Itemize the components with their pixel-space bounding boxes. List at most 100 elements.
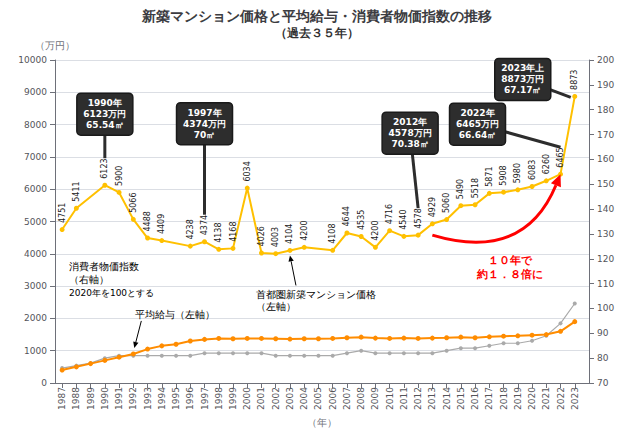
- svg-text:70: 70: [597, 378, 609, 388]
- svg-text:67.17㎡: 67.17㎡: [504, 85, 541, 95]
- svg-text:2019: 2019: [513, 387, 523, 410]
- svg-text:6000: 6000: [24, 184, 47, 194]
- svg-text:5908: 5908: [499, 165, 508, 185]
- svg-text:2021: 2021: [541, 387, 551, 410]
- svg-text:1990: 1990: [100, 387, 110, 410]
- svg-text:120: 120: [597, 254, 614, 264]
- svg-text:10000: 10000: [18, 55, 47, 65]
- svg-text:1997年: 1997年: [187, 108, 221, 118]
- svg-text:8873万円: 8873万円: [501, 74, 544, 84]
- svg-text:1990年: 1990年: [88, 98, 122, 108]
- svg-text:4200: 4200: [300, 220, 309, 240]
- svg-text:2006: 2006: [328, 387, 338, 410]
- svg-text:2007: 2007: [342, 387, 352, 410]
- svg-text:（過去３５年）: （過去３５年）: [275, 26, 359, 40]
- svg-text:5411: 5411: [72, 181, 81, 201]
- svg-text:9000: 9000: [24, 87, 47, 97]
- svg-text:8873: 8873: [570, 70, 579, 90]
- svg-text:2020年を100とする: 2020年を100とする: [69, 288, 154, 298]
- svg-text:1000: 1000: [24, 346, 47, 356]
- svg-text:4000: 4000: [24, 249, 47, 259]
- svg-text:3000: 3000: [24, 281, 47, 291]
- svg-text:66.64㎡: 66.64㎡: [459, 130, 496, 140]
- svg-text:新築マンション価格と平均給与・消費者物価指数の推移: 新築マンション価格と平均給与・消費者物価指数の推移: [141, 8, 492, 24]
- svg-text:1994: 1994: [157, 387, 167, 410]
- svg-text:2016: 2016: [470, 387, 480, 410]
- svg-text:70㎡: 70㎡: [194, 130, 216, 140]
- svg-text:1998: 1998: [214, 387, 224, 410]
- svg-text:2003: 2003: [285, 387, 295, 410]
- svg-text:2014: 2014: [442, 387, 452, 410]
- svg-text:2010: 2010: [385, 387, 395, 410]
- svg-text:2000: 2000: [242, 387, 252, 410]
- svg-text:4374: 4374: [200, 215, 209, 235]
- svg-text:4104: 4104: [285, 224, 294, 244]
- svg-text:5000: 5000: [24, 217, 47, 227]
- svg-text:2008: 2008: [356, 387, 366, 410]
- svg-text:5066: 5066: [129, 193, 138, 213]
- svg-text:80: 80: [597, 353, 609, 363]
- svg-text:2012年: 2012年: [393, 117, 427, 127]
- svg-text:180: 180: [597, 105, 614, 115]
- svg-text:7000: 7000: [24, 152, 47, 162]
- svg-text:2011: 2011: [399, 387, 409, 410]
- svg-text:4200: 4200: [371, 220, 380, 240]
- svg-text:2002: 2002: [271, 387, 281, 410]
- svg-text:2023年上: 2023年上: [501, 63, 544, 73]
- svg-text:2020: 2020: [527, 387, 537, 410]
- svg-text:2001: 2001: [256, 387, 266, 410]
- svg-text:1992: 1992: [128, 387, 138, 410]
- svg-text:4751: 4751: [58, 203, 67, 223]
- svg-text:4026: 4026: [257, 226, 266, 246]
- svg-text:5980: 5980: [513, 163, 522, 183]
- svg-text:170: 170: [597, 130, 614, 140]
- svg-text:2013: 2013: [427, 387, 437, 410]
- svg-text:2018: 2018: [499, 387, 509, 410]
- svg-text:2000: 2000: [24, 313, 47, 323]
- svg-text:2004: 2004: [299, 387, 309, 410]
- svg-text:130: 130: [597, 229, 614, 239]
- svg-text:4535: 4535: [357, 210, 366, 230]
- svg-text:4578万円: 4578万円: [389, 128, 432, 138]
- svg-text:6465: 6465: [556, 147, 565, 167]
- svg-text:1987: 1987: [57, 387, 67, 410]
- svg-text:110: 110: [597, 279, 614, 289]
- svg-text:190: 190: [597, 80, 614, 90]
- svg-text:2017: 2017: [484, 387, 494, 410]
- svg-text:4409: 4409: [157, 214, 166, 234]
- svg-text:平均給与（左軸）: 平均給与（左軸）: [135, 309, 215, 320]
- svg-text:2015: 2015: [456, 387, 466, 410]
- svg-text:2009: 2009: [370, 387, 380, 410]
- svg-text:2012: 2012: [413, 387, 423, 410]
- svg-text:4108: 4108: [328, 223, 337, 243]
- svg-text:1996: 1996: [185, 387, 195, 410]
- svg-text:1989: 1989: [86, 387, 96, 410]
- svg-text:160: 160: [597, 154, 614, 164]
- svg-text:2005: 2005: [313, 387, 323, 410]
- svg-text:6123万円: 6123万円: [83, 109, 126, 119]
- svg-text:（左軸）: （左軸）: [256, 301, 296, 312]
- svg-text:（右軸）: （右軸）: [69, 274, 109, 285]
- svg-text:200: 200: [597, 55, 614, 65]
- svg-text:5060: 5060: [442, 193, 451, 213]
- svg-text:1999: 1999: [228, 387, 238, 410]
- svg-text:1993: 1993: [143, 387, 153, 410]
- svg-text:4138: 4138: [214, 222, 223, 242]
- svg-text:100: 100: [597, 303, 614, 313]
- svg-text:消費者物価指数: 消費者物価指数: [69, 261, 139, 272]
- svg-text:6123: 6123: [100, 158, 109, 178]
- svg-text:4644: 4644: [342, 206, 351, 226]
- svg-text:4003: 4003: [271, 227, 280, 247]
- svg-text:4374万円: 4374万円: [183, 119, 226, 129]
- svg-text:5490: 5490: [456, 179, 465, 199]
- svg-text:1988: 1988: [71, 387, 81, 410]
- svg-text:首都圏新築マンション価格: 首都圏新築マンション価格: [256, 289, 376, 300]
- svg-text:（年）: （年）: [307, 417, 337, 428]
- svg-text:2023: 2023: [570, 387, 580, 410]
- svg-text:4578: 4578: [414, 208, 423, 228]
- svg-text:2022: 2022: [556, 387, 566, 410]
- svg-text:90: 90: [597, 328, 609, 338]
- svg-text:5871: 5871: [485, 167, 494, 187]
- svg-text:140: 140: [597, 204, 614, 214]
- svg-text:6083: 6083: [528, 160, 537, 180]
